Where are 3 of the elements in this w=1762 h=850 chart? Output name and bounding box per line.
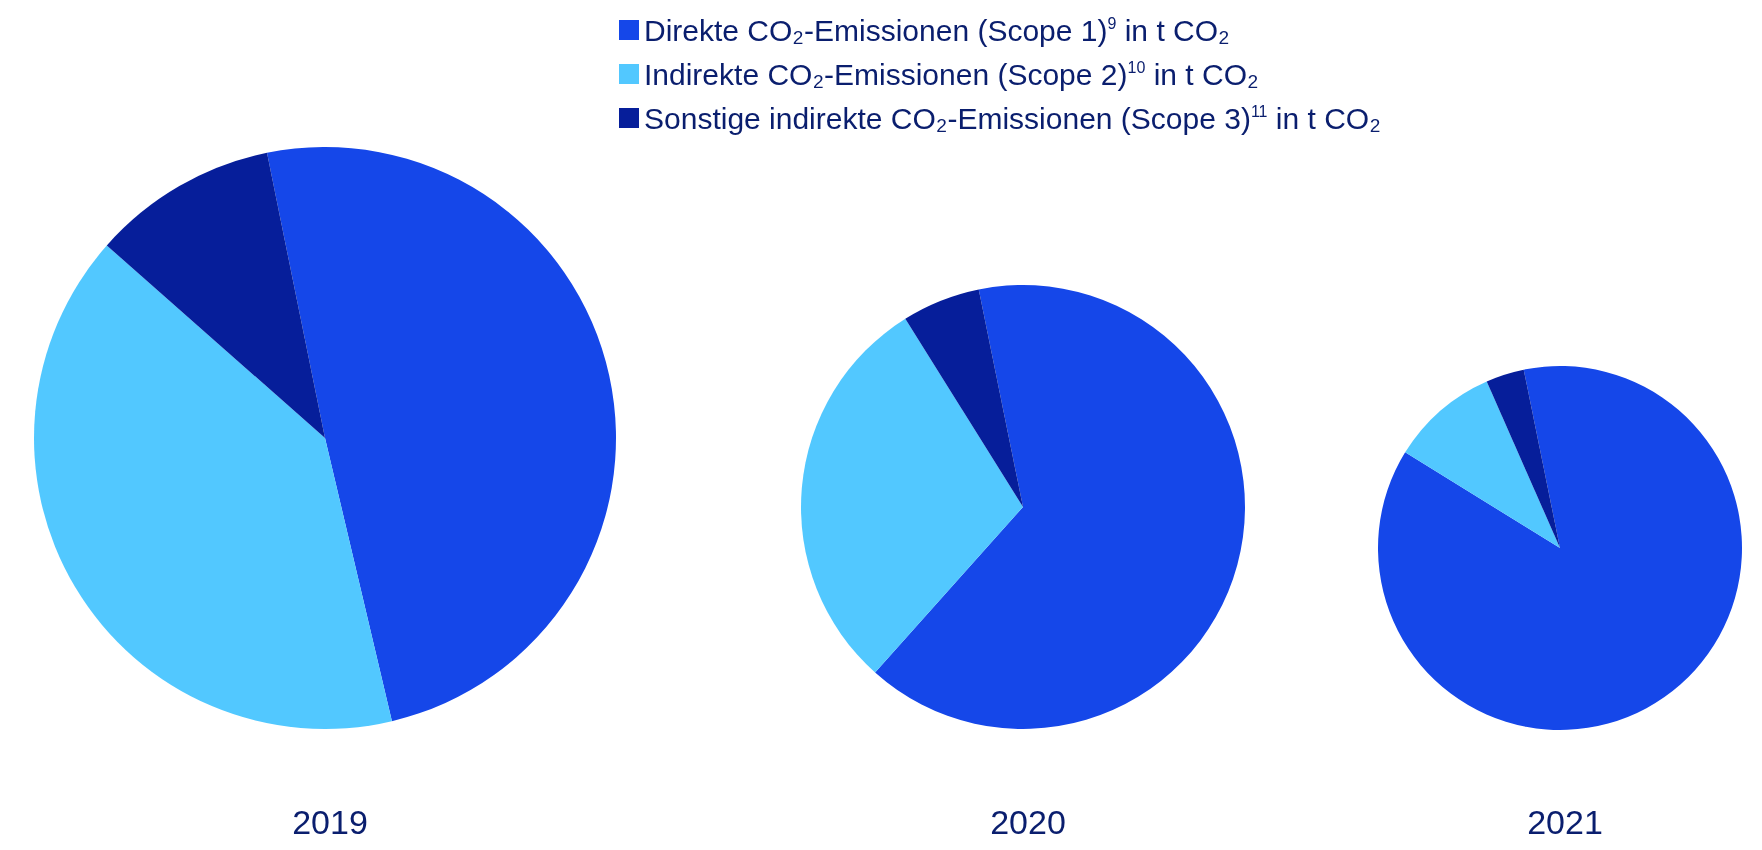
slice-label: 2019 (292, 803, 368, 841)
slice-label: 2020 (990, 803, 1066, 841)
slice-label: 2021 (1527, 803, 1603, 841)
